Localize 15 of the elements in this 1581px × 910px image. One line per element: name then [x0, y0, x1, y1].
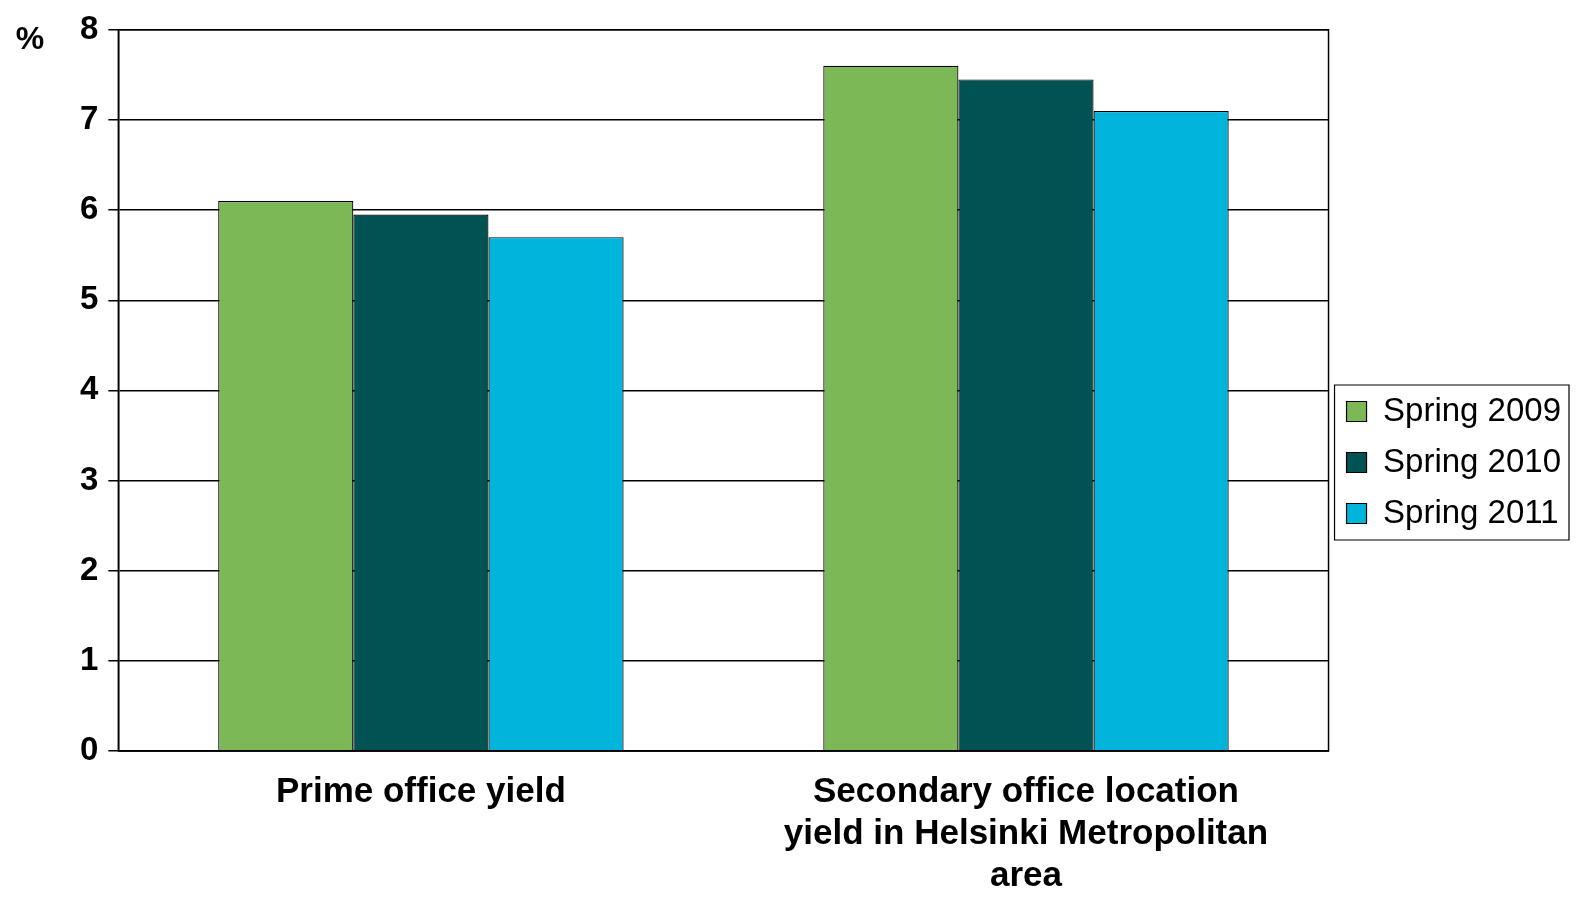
- y-tick-label: 6: [79, 189, 99, 227]
- legend-label: Spring 2010: [1383, 441, 1562, 479]
- x-tick-label: Secondary office location yield in Helsinki Metropolitan area: [783, 769, 1269, 893]
- legend-label: Spring 2009: [1383, 390, 1562, 428]
- y-tick-label: 5: [79, 279, 99, 317]
- legend-label: Spring 2011: [1383, 492, 1559, 530]
- y-tick-label: 3: [79, 459, 99, 497]
- y-tick-label: 2: [79, 549, 99, 587]
- y-tick-label: 4: [79, 369, 99, 407]
- x-tick-label: Prime office yield: [275, 769, 566, 809]
- y-tick-label: 8: [79, 8, 99, 46]
- y-tick-label: 7: [79, 99, 99, 137]
- y-tick-label: 1: [79, 639, 99, 677]
- y-tick-label: 0: [79, 730, 99, 768]
- y-axis-title: %: [15, 19, 45, 56]
